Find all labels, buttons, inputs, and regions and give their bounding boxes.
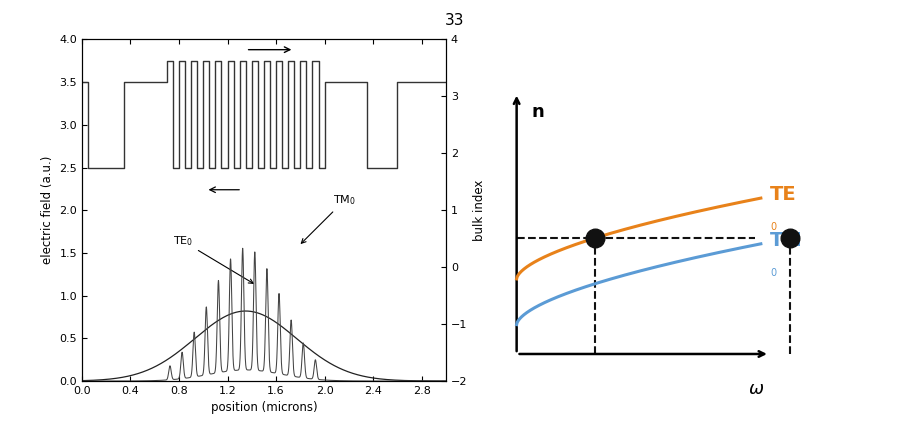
Text: $_0$: $_0$: [770, 265, 777, 279]
Y-axis label: electric field (a.u.): electric field (a.u.): [41, 156, 54, 265]
Point: [784, 235, 798, 242]
Text: n: n: [531, 102, 544, 120]
Text: TE$_0$: TE$_0$: [173, 234, 253, 283]
Text: $_0$: $_0$: [770, 219, 777, 233]
Text: TE: TE: [770, 185, 796, 205]
Point: [588, 235, 602, 242]
Text: TM: TM: [770, 231, 803, 250]
Text: 33: 33: [445, 13, 465, 28]
Y-axis label: bulk index: bulk index: [473, 180, 486, 241]
Text: TM$_0$: TM$_0$: [301, 194, 356, 243]
X-axis label: position (microns): position (microns): [210, 402, 318, 414]
Text: $\omega$: $\omega$: [747, 380, 763, 398]
